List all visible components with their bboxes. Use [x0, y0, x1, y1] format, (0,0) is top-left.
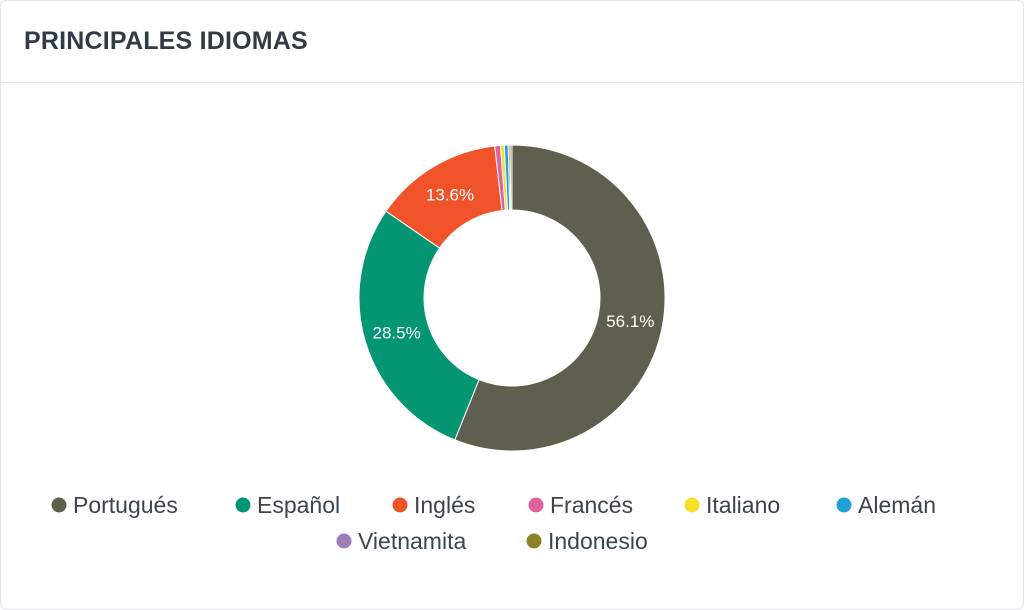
legend-item-aleman[interactable]: Alemán [836, 492, 936, 518]
legend-item-vietnamita[interactable]: Vietnamita [336, 528, 467, 554]
legend-marker-vietnamita [336, 533, 352, 549]
slice-espanol[interactable] [358, 210, 480, 441]
legend-label-vietnamita: Vietnamita [358, 528, 466, 554]
legend-label-espanol: Español [257, 492, 340, 518]
legend-item-indonesio[interactable]: Indonesio [526, 528, 648, 554]
legend-marker-portugues [51, 497, 67, 513]
legend-label-ingles: Inglés [414, 492, 475, 518]
legend-label-aleman: Alemán [858, 492, 936, 518]
legend-marker-indonesio [526, 533, 542, 549]
legend-item-portugues[interactable]: Portugués [51, 492, 178, 518]
legend-item-espanol[interactable]: Español [235, 492, 341, 518]
legend-label-italiano: Italiano [706, 492, 780, 518]
slice-indonesio[interactable] [509, 144, 513, 211]
card-header: PRINCIPALES IDIOMAS [1, 1, 1023, 83]
legend-marker-ingles [392, 497, 408, 513]
legend-label-indonesio: Indonesio [548, 528, 648, 554]
legend-item-frances[interactable]: Francés [528, 492, 634, 518]
slice-portugues[interactable] [454, 144, 666, 452]
page-title: PRINCIPALES IDIOMAS [24, 27, 308, 55]
legend-marker-italiano [684, 497, 700, 513]
legend-item-italiano[interactable]: Italiano [684, 492, 781, 518]
legend-marker-aleman [836, 497, 852, 513]
legend-label-portugues: Portugués [73, 492, 178, 518]
data-label-espanol: 28.5% [373, 324, 421, 343]
legend-marker-frances [528, 497, 544, 513]
legend-marker-espanol [235, 497, 251, 513]
data-label-portugues: 56.1% [606, 312, 654, 331]
legend-item-ingles[interactable]: Inglés [392, 492, 476, 518]
data-label-ingles: 13.6% [426, 186, 474, 205]
legend-label-frances: Francés [550, 492, 633, 518]
